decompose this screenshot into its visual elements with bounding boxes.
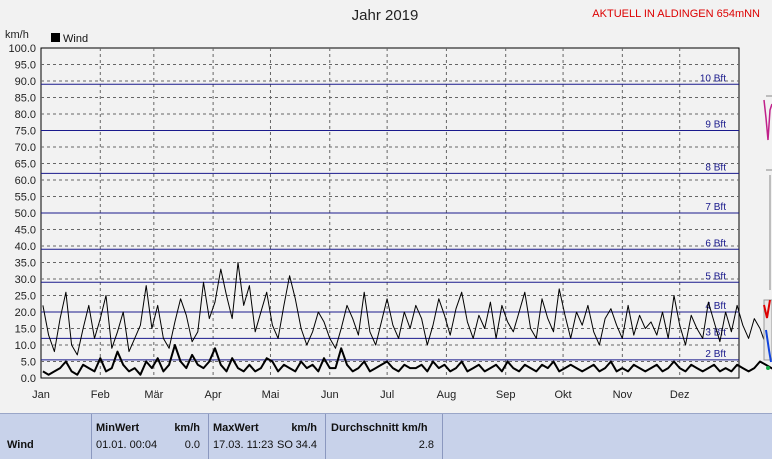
- series-line-wind-max: [42, 262, 772, 356]
- beaufort-label: 7 Bft: [705, 202, 726, 213]
- stats-row-label: Wind: [7, 439, 34, 451]
- avg-value: 2.8: [418, 439, 434, 451]
- side-trace-red: [763, 299, 771, 319]
- y-tick-label: 5.0: [21, 357, 36, 369]
- y-tick-label: 90.0: [15, 76, 36, 88]
- side-dot-green: [766, 366, 770, 370]
- x-tick-label: Jun: [321, 389, 339, 401]
- x-tick-label: Sep: [496, 389, 516, 401]
- y-tick-label: 85.0: [15, 93, 36, 105]
- beaufort-label: 8 Bft: [705, 162, 726, 173]
- y-tick-labels: 0.0 5.0 10.0 15.0 20.0 25.0 30.0 35.0 40.0 45.0 50…: [8, 43, 36, 385]
- y-tick-label: 35.0: [15, 258, 36, 270]
- stats-max-column: MaxWert km/h 17.03. 11:23 SO 34.4: [208, 414, 325, 459]
- y-tick-label: 100.0: [8, 43, 36, 55]
- side-trace-magenta: [763, 99, 772, 141]
- side-bar: [763, 299, 772, 361]
- max-unit: km/h: [291, 422, 317, 434]
- avg-header: Durchschnitt km/h: [331, 422, 428, 434]
- series-group: [42, 262, 772, 376]
- beaufort-label: 2 Bft: [705, 349, 726, 360]
- stats-empty-column: [442, 414, 772, 459]
- y-tick-label: 50.0: [15, 208, 36, 220]
- y-tick-label: 45.0: [15, 225, 36, 237]
- y-unit-label: km/h: [5, 29, 29, 41]
- x-tick-label: Feb: [91, 389, 110, 401]
- chart-title: Jahr 2019: [352, 7, 419, 24]
- max-value: 34.4: [295, 439, 317, 451]
- y-tick-label: 15.0: [15, 324, 36, 336]
- beaufort-label: 9 Bft: [705, 120, 726, 131]
- min-value: 0.0: [184, 439, 200, 451]
- min-header: MinWert: [96, 422, 140, 434]
- x-tick-label: Okt: [555, 389, 572, 401]
- x-tick-label: Aug: [437, 389, 457, 401]
- legend-swatch: [51, 33, 60, 42]
- beaufort-label: 4 Bft: [705, 301, 726, 312]
- y-tick-label: 55.0: [15, 192, 36, 204]
- side-mini-chart: [763, 95, 772, 370]
- y-tick-label: 80.0: [15, 109, 36, 121]
- beaufort-lines: 2 Bft 3 Bft 4 Bft 5 Bft 6 Bft 7 Bft 8 Bft 9 Bft…: [41, 73, 739, 361]
- beaufort-label: 5 Bft: [705, 271, 726, 282]
- y-tick-label: 20.0: [15, 307, 36, 319]
- y-tick-label: 65.0: [15, 159, 36, 171]
- wind-chart: Jahr 2019 AKTUELL IN ALDINGEN 654mNN km/…: [5, 7, 772, 401]
- side-trace-blue: [765, 329, 772, 363]
- y-tick-label: 0.0: [21, 373, 36, 385]
- stats-avg-column: Durchschnitt km/h 2.8: [325, 414, 442, 459]
- min-unit: km/h: [174, 422, 200, 434]
- x-tick-label: Mär: [144, 389, 163, 401]
- y-tick-label: 70.0: [15, 142, 36, 154]
- x-tick-label: Nov: [613, 389, 633, 401]
- beaufort-label: 6 Bft: [705, 238, 726, 249]
- x-tick-label: Mai: [262, 389, 280, 401]
- y-tick-label: 75.0: [15, 126, 36, 138]
- y-tick-label: 40.0: [15, 241, 36, 253]
- y-tick-label: 30.0: [15, 274, 36, 286]
- min-time: 01.01. 00:04: [96, 439, 158, 451]
- y-tick-label: 10.0: [15, 340, 36, 352]
- legend-label: Wind: [63, 33, 88, 45]
- x-tick-label: Jan: [32, 389, 50, 401]
- beaufort-label: 10 Bft: [700, 73, 726, 84]
- aktuell-label: AKTUELL IN ALDINGEN 654mNN: [592, 8, 760, 20]
- x-gridlines: [99, 48, 681, 378]
- stats-min-column: MinWert km/h 01.01. 00:04 0.0: [91, 414, 208, 459]
- x-tick-label: Apr: [205, 389, 222, 401]
- stats-label-column: Wind: [0, 414, 91, 459]
- x-tick-label: Jul: [380, 389, 394, 401]
- beaufort-label: 3 Bft: [705, 327, 726, 338]
- x-tick-label: Dez: [670, 389, 690, 401]
- series-line-wind-mean: [42, 344, 772, 376]
- y-tick-label: 60.0: [15, 175, 36, 187]
- max-header: MaxWert: [213, 422, 259, 434]
- x-tick-labels: Jan Feb Mär Apr Mai Jun Jul Aug Sep Okt Nov Dez: [32, 389, 689, 401]
- y-tick-label: 25.0: [15, 291, 36, 303]
- y-tick-label: 95.0: [15, 60, 36, 72]
- max-time: 17.03. 11:23: [213, 439, 274, 451]
- max-direction: SO: [277, 439, 293, 451]
- stats-table: Wind MinWert km/h 01.01. 00:04 0.0 MaxWe…: [0, 413, 772, 459]
